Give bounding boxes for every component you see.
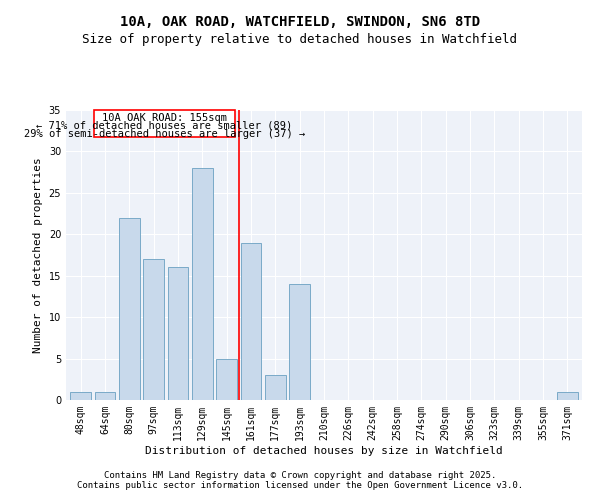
X-axis label: Distribution of detached houses by size in Watchfield: Distribution of detached houses by size … bbox=[145, 446, 503, 456]
Bar bbox=[143, 259, 164, 400]
Text: Contains HM Land Registry data © Crown copyright and database right 2025.
Contai: Contains HM Land Registry data © Crown c… bbox=[77, 470, 523, 490]
Text: Size of property relative to detached houses in Watchfield: Size of property relative to detached ho… bbox=[83, 32, 517, 46]
Y-axis label: Number of detached properties: Number of detached properties bbox=[33, 157, 43, 353]
Bar bbox=[557, 392, 578, 400]
Bar bbox=[70, 392, 91, 400]
Bar bbox=[289, 284, 310, 400]
Bar bbox=[216, 358, 237, 400]
Bar bbox=[241, 242, 262, 400]
Text: 10A OAK ROAD: 155sqm: 10A OAK ROAD: 155sqm bbox=[102, 113, 227, 123]
Text: 10A, OAK ROAD, WATCHFIELD, SWINDON, SN6 8TD: 10A, OAK ROAD, WATCHFIELD, SWINDON, SN6 … bbox=[120, 15, 480, 29]
Bar bbox=[95, 392, 115, 400]
Bar bbox=[265, 375, 286, 400]
Text: ← 71% of detached houses are smaller (89): ← 71% of detached houses are smaller (89… bbox=[37, 121, 293, 131]
Bar bbox=[119, 218, 140, 400]
Bar bbox=[192, 168, 212, 400]
Text: 29% of semi-detached houses are larger (37) →: 29% of semi-detached houses are larger (… bbox=[24, 129, 305, 139]
Bar bbox=[167, 268, 188, 400]
FancyBboxPatch shape bbox=[94, 110, 235, 136]
